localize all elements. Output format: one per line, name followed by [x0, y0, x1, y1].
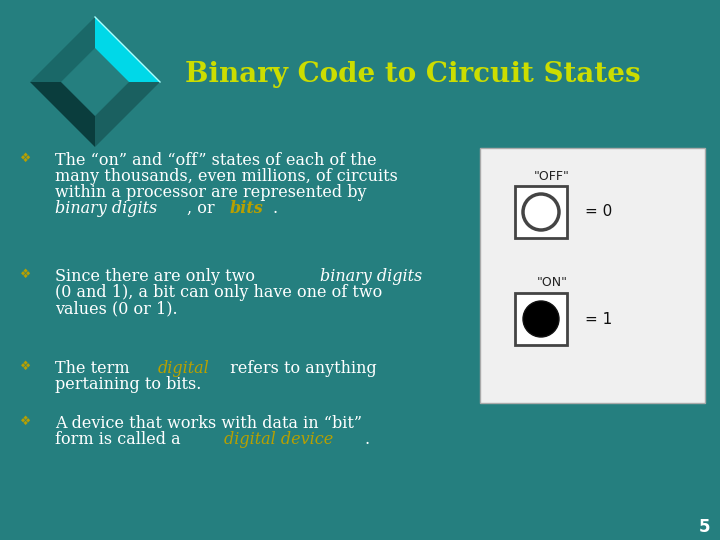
Circle shape	[523, 301, 559, 337]
Text: refers to anything: refers to anything	[225, 360, 377, 377]
Bar	[515, 293, 567, 345]
Text: The “on” and “off” states of each of the: The “on” and “off” states of each of the	[55, 152, 377, 169]
Text: bits: bits	[229, 200, 263, 217]
Text: pertaining to bits.: pertaining to bits.	[55, 376, 202, 393]
Text: "OFF": "OFF"	[534, 170, 570, 183]
Text: form is called a: form is called a	[55, 431, 186, 448]
Polygon shape	[30, 82, 95, 147]
Text: digital device: digital device	[224, 431, 333, 448]
Bar	[480, 148, 705, 403]
Text: .: .	[273, 200, 278, 217]
Text: many thousands, even millions, of circuits: many thousands, even millions, of circui…	[55, 168, 398, 185]
Text: ❖: ❖	[20, 360, 31, 373]
Circle shape	[523, 194, 559, 230]
Text: within a processor are represented by: within a processor are represented by	[55, 184, 366, 201]
Text: values (0 or 1).: values (0 or 1).	[55, 300, 178, 317]
Text: The term: The term	[55, 360, 135, 377]
Text: = 0: = 0	[585, 205, 612, 219]
Polygon shape	[30, 17, 95, 82]
Text: = 1: = 1	[585, 312, 612, 327]
Text: binary digits: binary digits	[320, 268, 422, 285]
Text: binary digits: binary digits	[55, 200, 157, 217]
Text: Since there are only two: Since there are only two	[55, 268, 260, 285]
Text: 5: 5	[699, 518, 711, 536]
Polygon shape	[95, 82, 160, 147]
Polygon shape	[95, 17, 160, 82]
Text: ❖: ❖	[20, 152, 31, 165]
Text: (0 and 1), a bit can only have one of two: (0 and 1), a bit can only have one of tw…	[55, 284, 382, 301]
Text: A device that works with data in “bit”: A device that works with data in “bit”	[55, 415, 362, 432]
Text: ❖: ❖	[20, 268, 31, 281]
Text: digital: digital	[158, 360, 210, 377]
Text: .: .	[364, 431, 370, 448]
Text: Binary Code to Circuit States: Binary Code to Circuit States	[185, 62, 641, 89]
Bar	[515, 186, 567, 238]
Text: "ON": "ON"	[536, 276, 567, 289]
Text: ❖: ❖	[20, 415, 31, 428]
Polygon shape	[61, 48, 129, 116]
Text: , or: , or	[187, 200, 220, 217]
